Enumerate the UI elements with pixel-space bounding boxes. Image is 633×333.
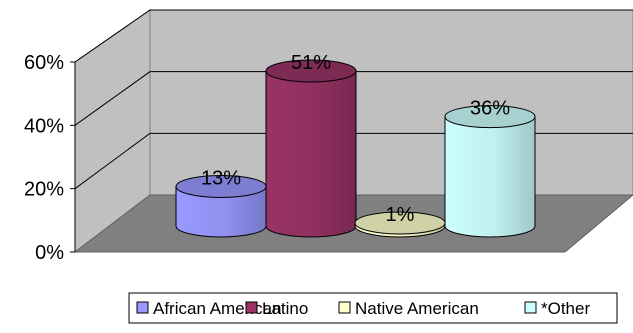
bar-latino — [265, 59, 357, 238]
bar-top — [444, 105, 536, 129]
legend-swatch — [136, 301, 149, 314]
y-axis-ticks: 0% 20% 40% 60% — [24, 52, 75, 264]
bar-shading — [176, 186, 266, 237]
y-tick-label: 0% — [35, 242, 64, 264]
legend-swatch — [245, 301, 258, 314]
gridline — [74, 71, 633, 126]
legend-label: Native American — [355, 299, 479, 318]
y-tick-label: 60% — [24, 52, 64, 74]
data-labels: 13% 51% 1% 36% — [201, 52, 510, 226]
bar-shading — [445, 116, 535, 237]
gridline — [74, 9, 633, 63]
bars — [175, 59, 536, 238]
legend-swatch — [524, 301, 537, 314]
data-label: 51% — [291, 52, 331, 74]
legend-swatch — [338, 301, 351, 314]
bar-top — [265, 59, 357, 83]
y-tick-label: 40% — [24, 115, 64, 137]
data-label: 36% — [470, 98, 510, 120]
y-tick-label: 20% — [24, 179, 64, 201]
bar-shading — [266, 71, 356, 237]
legend-label: Latino — [262, 299, 308, 318]
bar-other — [444, 105, 536, 238]
bar-african-american — [175, 174, 267, 238]
data-label: 13% — [201, 167, 241, 189]
data-label: 1% — [386, 204, 415, 226]
legend-label: *Other — [541, 299, 590, 318]
bar-native-american — [354, 211, 446, 238]
